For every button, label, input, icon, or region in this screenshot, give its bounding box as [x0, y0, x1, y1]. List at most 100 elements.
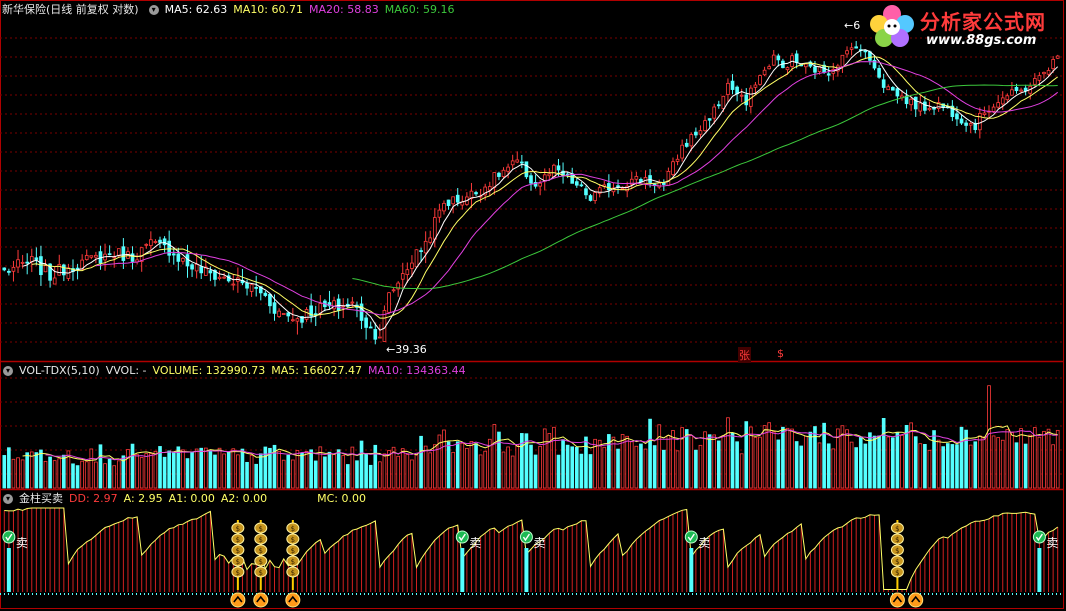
volume-bar	[1023, 443, 1028, 489]
candle-body	[982, 112, 987, 115]
candle-body	[662, 182, 666, 185]
volume-bar	[181, 449, 185, 489]
check-icon	[687, 533, 695, 542]
buy-signal: $ $ $ $ $	[253, 520, 269, 608]
volume-bar	[959, 426, 964, 489]
settings-icon[interactable]: ▾	[3, 366, 13, 376]
candle-body	[176, 253, 181, 262]
sell-label: 卖	[1046, 536, 1058, 550]
candle-body	[758, 75, 762, 85]
candle-body	[1023, 87, 1028, 92]
volume-bar	[208, 450, 213, 489]
candle	[405, 262, 410, 283]
candle	[597, 183, 602, 198]
candle-body	[703, 120, 707, 132]
settings-icon[interactable]: ▾	[148, 5, 159, 15]
candle-body	[483, 186, 488, 196]
volume-bar	[309, 449, 313, 489]
volume-bar	[565, 444, 570, 489]
candle	[497, 171, 501, 181]
check-icon	[522, 533, 531, 542]
volume-bar	[48, 456, 52, 489]
volume-bar	[291, 459, 295, 489]
volume-bar	[194, 448, 199, 489]
volume-bar	[423, 445, 428, 489]
volume-bar	[465, 447, 469, 489]
candle	[94, 251, 98, 264]
candle-body	[194, 263, 199, 272]
candle	[574, 177, 579, 188]
coin-icon	[254, 533, 268, 545]
candle	[506, 163, 510, 179]
volume-bar	[602, 446, 607, 489]
volume-bar	[991, 435, 996, 489]
volume-bar	[1000, 439, 1005, 489]
candle	[520, 154, 524, 169]
candle	[671, 157, 675, 177]
candle-body	[281, 313, 286, 315]
volume-bar	[153, 450, 158, 489]
vvol-legend: VVOL: -	[105, 364, 147, 377]
candle	[268, 293, 272, 314]
sell-bar	[1037, 548, 1042, 592]
candle	[726, 78, 730, 102]
candle-body	[978, 112, 982, 131]
coin-icon	[890, 566, 904, 578]
candle-body	[588, 195, 593, 201]
candle	[524, 161, 529, 180]
candle-body	[428, 237, 433, 243]
candle-body	[675, 158, 680, 162]
candle	[368, 321, 373, 329]
volume-bar	[89, 448, 94, 489]
settings-icon[interactable]: ▾	[3, 494, 13, 504]
candle-body	[1010, 89, 1014, 96]
volume-bar	[726, 417, 730, 489]
candle	[936, 96, 941, 112]
candle	[694, 127, 698, 139]
volume-bar	[941, 446, 946, 489]
volume-bar	[11, 458, 16, 489]
volume-bar	[978, 435, 982, 489]
candle	[327, 290, 332, 310]
candle	[684, 138, 689, 148]
volume-bar	[671, 430, 675, 489]
volume-bar	[826, 443, 831, 489]
volume-bar	[561, 439, 565, 489]
candle	[149, 231, 153, 256]
volume-bar	[881, 418, 886, 489]
volume-bar	[927, 449, 932, 489]
candle-body	[11, 266, 16, 272]
candle	[973, 118, 978, 134]
candle-body	[767, 66, 771, 70]
candle	[891, 86, 895, 91]
candle	[716, 100, 721, 109]
candle-body	[923, 101, 927, 111]
candle	[442, 200, 446, 215]
volume-bar	[607, 434, 611, 489]
candle	[570, 167, 575, 184]
candle-body	[62, 264, 66, 276]
volume-legend: VOLUME: 132990.73	[152, 364, 266, 377]
candle	[20, 254, 25, 269]
volume-bar	[378, 461, 382, 489]
up-chevron-icon	[288, 595, 298, 603]
logo-text: 分析家公式网	[920, 10, 1046, 34]
candle-body	[249, 284, 254, 292]
candle	[895, 86, 900, 104]
volume-bar	[442, 429, 446, 489]
candle	[552, 163, 556, 178]
volume-bar	[57, 458, 62, 489]
volume-bar	[574, 447, 579, 489]
coin-icon	[286, 555, 300, 567]
candle-body	[524, 161, 529, 178]
volume-bar	[313, 460, 318, 489]
candle-body	[245, 282, 249, 289]
volume-bar	[66, 450, 71, 489]
volume-bar	[698, 444, 703, 489]
candle-body	[1051, 59, 1055, 69]
volume-bar	[171, 451, 176, 489]
sell-label: 卖	[469, 536, 481, 550]
candle	[593, 191, 597, 204]
volume-bar	[542, 428, 547, 489]
